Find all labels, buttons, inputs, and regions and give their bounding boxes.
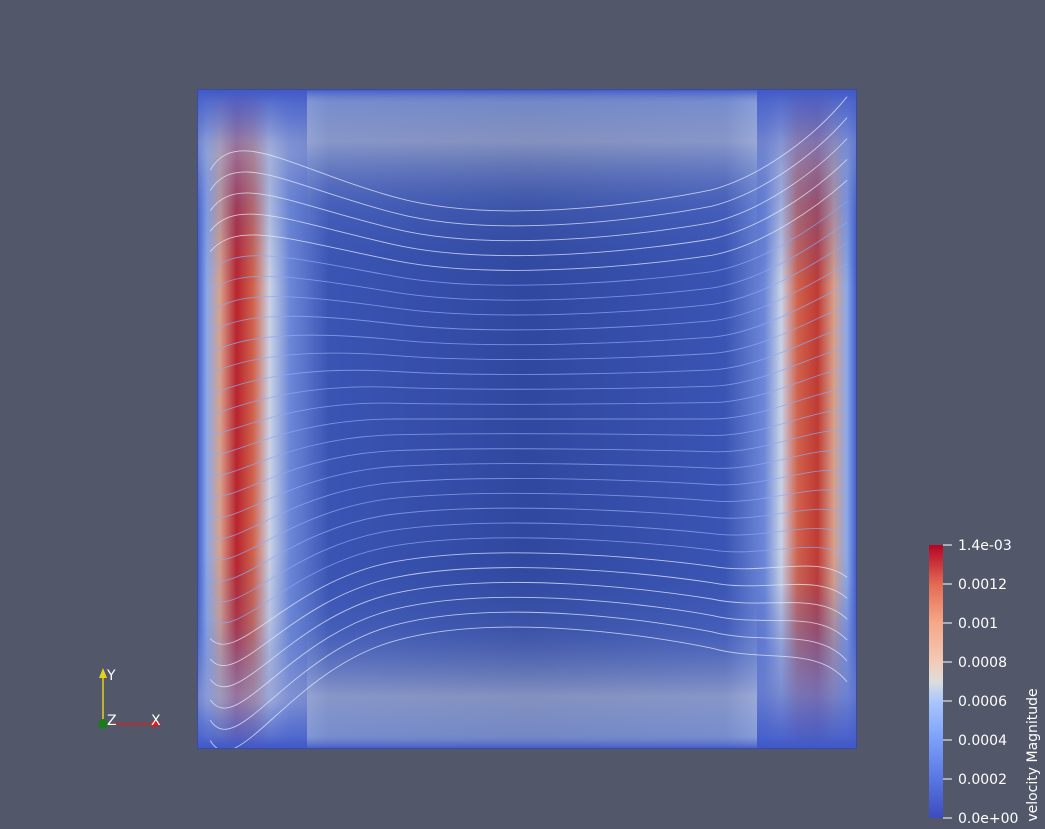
color-bar-tick-label: 0.0008 <box>958 655 1007 671</box>
contour-line <box>209 522 848 603</box>
z-axis-dot <box>98 719 108 729</box>
contour-lines <box>209 96 848 749</box>
y-axis-arrowhead <box>99 668 107 678</box>
contour-line <box>209 242 848 316</box>
contour-line <box>209 552 848 645</box>
contour-line <box>209 537 848 624</box>
color-bar-ticks: 1.4e-03 0.0012 0.001 0.0008 0.0006 0.0004 0.00… <box>943 538 1018 827</box>
contour-line <box>209 507 848 582</box>
contour-line <box>209 263 848 334</box>
contour-line <box>209 626 848 749</box>
color-bar <box>929 545 943 818</box>
heatmap-left-edge-mask <box>197 89 307 749</box>
contour-line <box>210 469 848 539</box>
color-bar-tick-label: 0.0002 <box>958 772 1007 788</box>
y-axis-label: Y <box>106 668 116 684</box>
contour-line <box>209 200 848 286</box>
velocity-magnitude-contour-plot[interactable] <box>197 89 857 749</box>
x-axis-label: X <box>151 713 161 729</box>
contour-line <box>210 388 848 456</box>
plot-border <box>197 89 857 749</box>
contour-line <box>209 596 848 709</box>
contour-line <box>209 284 848 354</box>
z-axis-label: Z <box>107 713 117 729</box>
color-bar-tick-label: 0.0e+00 <box>958 811 1018 827</box>
contour-line <box>209 567 848 666</box>
color-bar-tick-label: 1.4e-03 <box>958 538 1012 554</box>
contour-line <box>210 326 848 395</box>
contour-line <box>210 347 848 416</box>
contour-line <box>210 450 848 518</box>
contour-line <box>209 179 848 271</box>
contour-line <box>210 409 848 477</box>
contour-line <box>209 611 848 730</box>
contour-line <box>209 581 848 688</box>
color-bar-tick-label: 0.0004 <box>958 733 1007 749</box>
orientation-axes-widget: Y Z X <box>98 668 162 729</box>
contour-line <box>210 367 848 436</box>
contour-line <box>209 138 848 242</box>
x-axis-arrowhead <box>152 720 162 728</box>
color-bar-tick-label: 0.001 <box>958 616 998 632</box>
contour-line <box>209 221 848 301</box>
contour-line <box>209 117 848 227</box>
contour-line <box>209 489 848 561</box>
color-bar-tick-label: 0.0012 <box>958 577 1007 593</box>
color-bar-tick-label: 0.0006 <box>958 694 1007 710</box>
color-legend: 1.4e-03 0.0012 0.001 0.0008 0.0006 0.0004 0.00… <box>929 538 1041 827</box>
color-bar-title: velocity Magnitude <box>1025 688 1041 821</box>
contour-line <box>209 159 848 257</box>
contour-line <box>210 429 848 498</box>
contour-line <box>210 305 848 375</box>
contour-line <box>209 96 848 212</box>
heatmap-right-edge-mask <box>757 89 857 749</box>
